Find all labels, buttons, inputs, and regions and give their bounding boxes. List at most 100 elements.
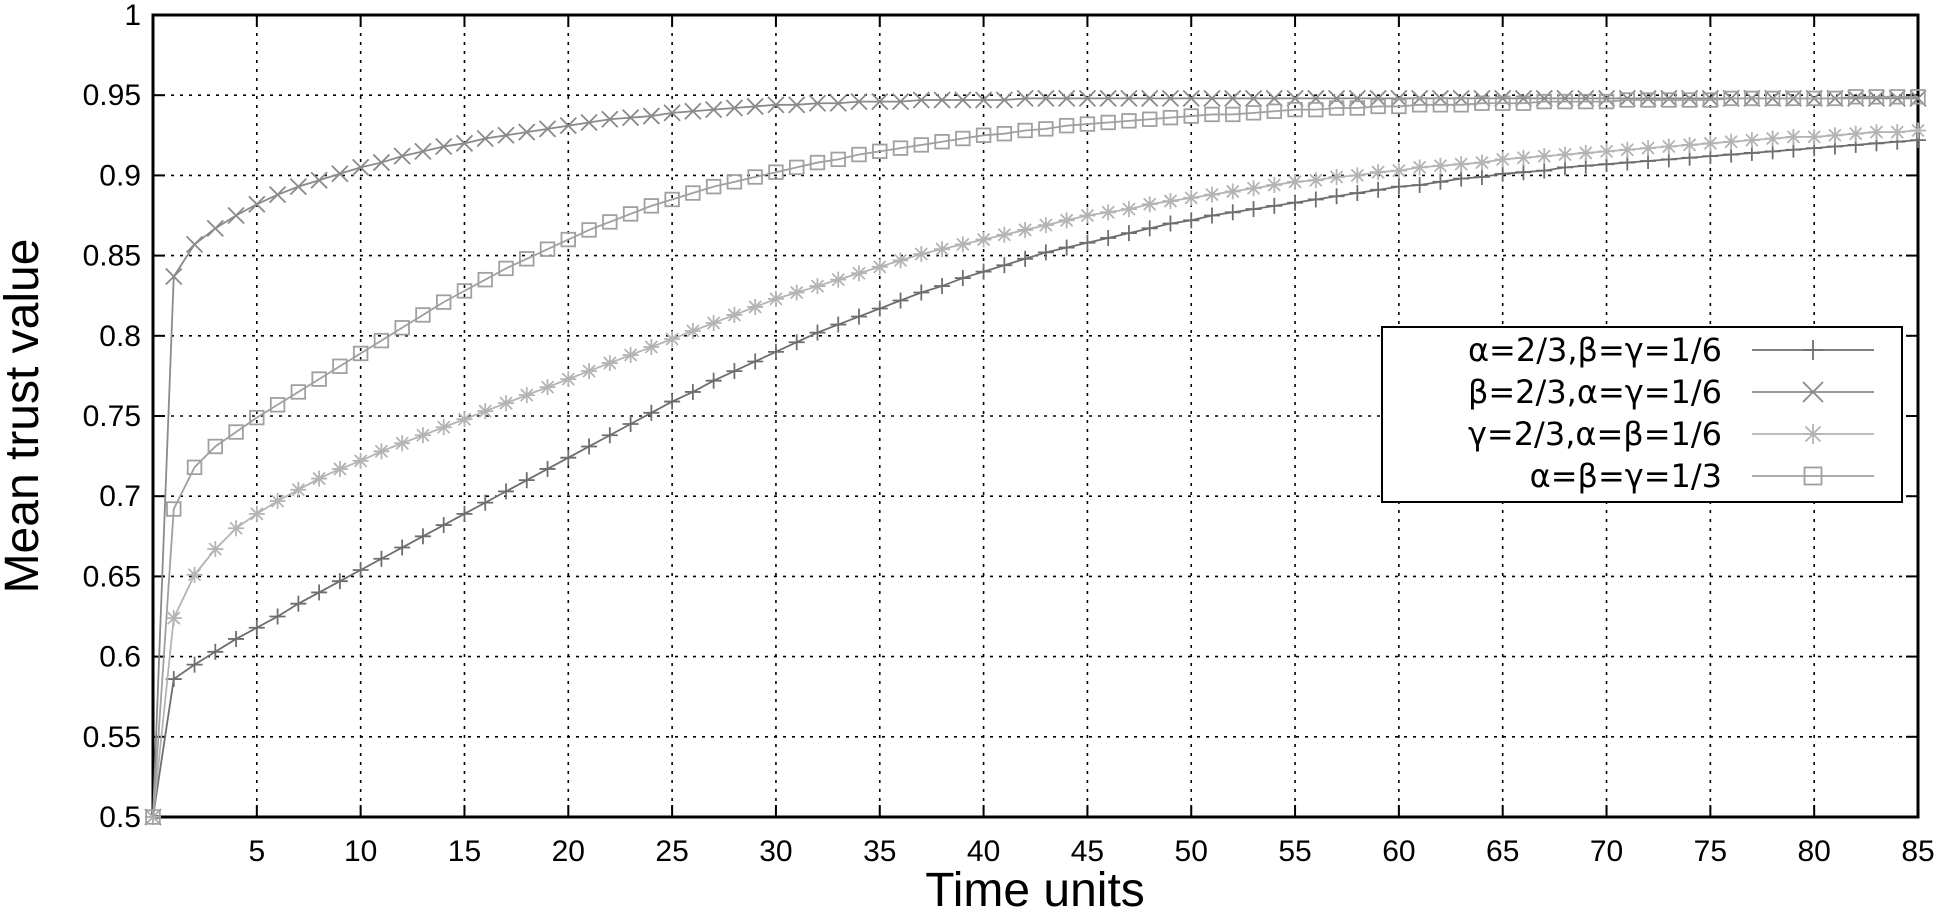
star-marker <box>581 363 597 379</box>
plus-marker <box>228 631 244 647</box>
star-marker <box>1225 183 1241 199</box>
star-marker <box>1432 158 1448 174</box>
star-marker <box>976 232 992 248</box>
star-marker <box>1495 151 1511 167</box>
star-marker <box>1889 124 1905 140</box>
plus-marker <box>1059 240 1075 256</box>
star-marker <box>893 252 909 268</box>
plus-marker <box>373 551 389 567</box>
x-marker <box>394 148 410 164</box>
plus-marker <box>1349 185 1365 201</box>
plus-marker <box>581 438 597 454</box>
plus-marker <box>1142 220 1158 236</box>
plus-marker <box>394 540 410 556</box>
legend-label: α=2/3,β=γ=1/6 <box>1468 331 1722 369</box>
x-tick-label: 20 <box>552 835 585 868</box>
star-marker <box>955 236 971 252</box>
plus-marker <box>311 584 327 600</box>
x-tick-label: 35 <box>863 835 896 868</box>
plus-marker <box>893 293 909 309</box>
y-tick-label: 0.95 <box>83 79 141 112</box>
star-marker <box>353 453 369 469</box>
star-marker <box>1806 129 1822 145</box>
plus-marker <box>664 394 680 410</box>
plus-marker <box>1225 204 1241 220</box>
star-marker <box>187 567 203 583</box>
plus-marker <box>809 325 825 341</box>
star-marker <box>519 387 535 403</box>
star-marker <box>332 461 348 477</box>
star-marker <box>1599 143 1615 159</box>
y-tick-label: 0.9 <box>99 159 141 192</box>
star-marker <box>1121 201 1137 217</box>
x-tick-label: 55 <box>1278 835 1311 868</box>
y-tick-label: 0.5 <box>99 801 141 834</box>
x-tick-label: 30 <box>759 835 792 868</box>
star-marker <box>1412 159 1428 175</box>
star-marker <box>1266 177 1282 193</box>
star-marker <box>1017 222 1033 238</box>
plus-marker <box>976 264 992 280</box>
star-marker <box>1453 156 1469 172</box>
plus-marker <box>726 363 742 379</box>
star-marker <box>1515 150 1531 166</box>
star-marker <box>1038 217 1054 233</box>
plus-marker <box>1370 182 1386 198</box>
legend-label: α=β=γ=1/3 <box>1530 457 1722 495</box>
star-marker <box>996 227 1012 243</box>
star-marker <box>373 443 389 459</box>
star-marker <box>1162 193 1178 209</box>
x-marker <box>187 236 203 252</box>
plus-marker <box>1266 198 1282 214</box>
plus-marker <box>249 620 265 636</box>
star-marker <box>706 315 722 331</box>
x-marker <box>207 220 223 236</box>
star-marker <box>685 323 701 339</box>
star-marker <box>540 379 556 395</box>
x-tick-label: 75 <box>1694 835 1727 868</box>
plus-marker <box>643 405 659 421</box>
x-tick-label: 15 <box>448 835 481 868</box>
legend-label: γ=2/3,α=β=1/6 <box>1468 415 1722 453</box>
plus-marker <box>1246 201 1262 217</box>
plus-marker <box>872 301 888 317</box>
star-marker <box>1765 131 1781 147</box>
plus-marker <box>830 317 846 333</box>
plus-marker <box>560 450 576 466</box>
star-marker <box>664 331 680 347</box>
star-marker <box>290 482 306 498</box>
plus-marker <box>747 353 763 369</box>
star-marker <box>1349 167 1365 183</box>
x-tick-label: 65 <box>1486 835 1519 868</box>
y-tick-label: 0.7 <box>99 480 141 513</box>
star-marker <box>498 395 514 411</box>
star-marker <box>789 284 805 300</box>
plus-marker <box>623 416 639 432</box>
star-marker <box>311 471 327 487</box>
plus-marker <box>1453 171 1469 187</box>
star-marker <box>270 493 286 509</box>
plus-marker <box>913 284 929 300</box>
star-marker <box>477 403 493 419</box>
plus-marker <box>1432 174 1448 190</box>
plus-marker <box>1515 164 1531 180</box>
x-tick-label: 70 <box>1590 835 1623 868</box>
star-marker <box>1702 135 1718 151</box>
plus-marker <box>415 528 431 544</box>
star-marker <box>1578 145 1594 161</box>
y-tick-label: 0.8 <box>99 320 141 353</box>
star-marker <box>1744 132 1760 148</box>
plus-marker <box>1038 244 1054 260</box>
star-marker <box>1142 196 1158 212</box>
star-marker <box>602 355 618 371</box>
plus-marker <box>996 257 1012 273</box>
plus-marker <box>706 373 722 389</box>
x-tick-label: 10 <box>344 835 377 868</box>
star-marker <box>1619 142 1635 158</box>
y-tick-label: 0.75 <box>83 400 141 433</box>
plus-marker <box>187 657 203 673</box>
star-marker <box>436 419 452 435</box>
star-marker <box>1661 139 1677 155</box>
star-marker <box>1868 124 1884 140</box>
